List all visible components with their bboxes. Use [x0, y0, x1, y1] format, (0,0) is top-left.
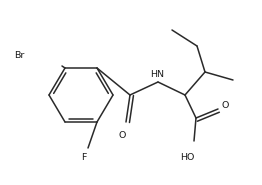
Text: HO: HO [180, 153, 194, 162]
Text: O: O [221, 102, 228, 110]
Text: F: F [81, 152, 87, 162]
Text: HN: HN [150, 70, 164, 79]
Text: O: O [118, 131, 126, 140]
Text: Br: Br [14, 51, 24, 60]
